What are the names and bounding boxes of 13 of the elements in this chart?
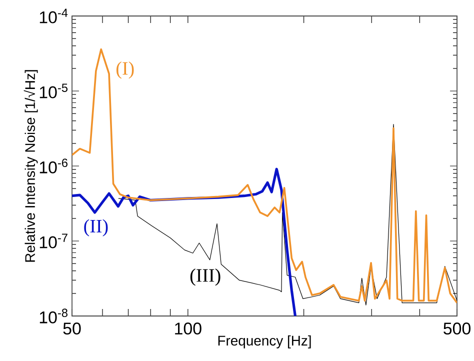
series-label: (III) [190, 268, 220, 286]
y-tick-label: 10$^{-5}$ [40, 84, 68, 98]
x-tick-label: 500 [444, 322, 470, 335]
y-tick-label: 10$^{-8}$ [40, 308, 68, 324]
y-tick-label: 10$^{-4}$ [40, 8, 68, 24]
x-axis-title: Frequency [Hz] [218, 335, 311, 348]
x-tick-label: 100 [175, 322, 202, 335]
y-axis-title: Relative Intensity Noise [1/√Hz] [24, 70, 38, 262]
x-tick-label: 50 [63, 322, 81, 335]
series-label: (I) [116, 62, 134, 79]
y-tick-label: 10$^{-7}$ [40, 234, 68, 248]
y-tick-label: 10$^{-6}$ [40, 158, 68, 174]
series-label: (II) [84, 219, 108, 236]
